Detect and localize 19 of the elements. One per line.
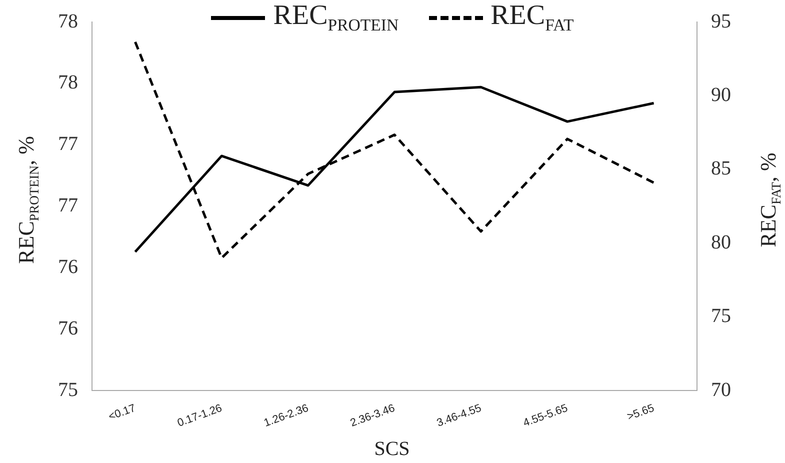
y2-tick-label: 85 xyxy=(711,158,731,180)
y-tick-label: 77 xyxy=(58,133,78,156)
y-tick-label: 76 xyxy=(58,256,78,278)
legend-label: REC$_{FAT}$ xyxy=(490,0,574,36)
y2-tick-label: 70 xyxy=(711,378,731,401)
legend-label: REC$_{PROTEIN}$ xyxy=(273,0,399,36)
y-tick-label: 75 xyxy=(58,378,78,401)
y2-tick-label: 80 xyxy=(711,231,731,254)
y-tick-label: 78 xyxy=(58,72,78,94)
y2-tick-label: 95 xyxy=(711,10,731,32)
line-series xyxy=(134,40,656,260)
x-axis-title: SCS xyxy=(374,438,410,461)
y-tick-label: 78 xyxy=(58,10,78,32)
x-tick-label: >5.65 xyxy=(626,402,656,424)
y-tick-label: 76 xyxy=(58,318,78,340)
y2-tick-label: 90 xyxy=(711,84,731,106)
y-tick-label: 77 xyxy=(58,194,78,217)
x-tick-label: <0.17 xyxy=(107,402,138,424)
y2-tick-label: 75 xyxy=(711,305,731,328)
